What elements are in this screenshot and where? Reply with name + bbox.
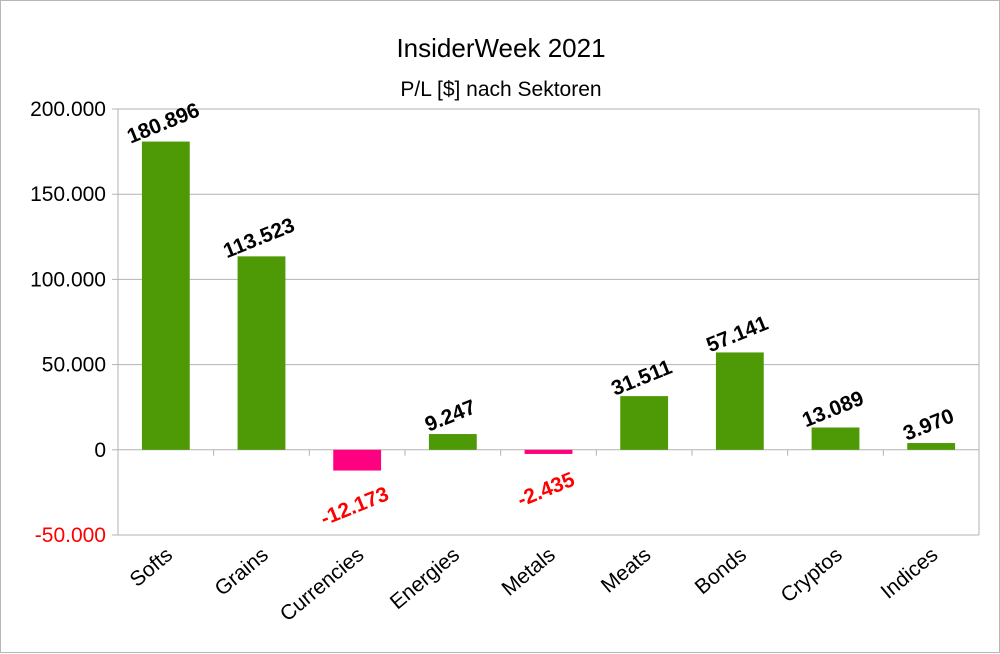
y-tick-label: 150.000 bbox=[30, 183, 106, 206]
bar-bonds bbox=[715, 352, 764, 450]
data-label: 113.523 bbox=[220, 214, 298, 263]
bar-grains bbox=[237, 256, 286, 450]
y-tick-label: -50.000 bbox=[35, 524, 106, 547]
x-category-label: Energies bbox=[386, 543, 464, 614]
x-category-label: Softs bbox=[126, 543, 177, 591]
chart-title: InsiderWeek 2021 bbox=[396, 33, 605, 63]
x-category-label: Currencies bbox=[276, 543, 369, 626]
bar-metals bbox=[524, 449, 573, 454]
data-label: 13.089 bbox=[799, 387, 867, 432]
data-label: 57.141 bbox=[703, 312, 771, 358]
data-label: 31.511 bbox=[608, 355, 675, 400]
data-label: -12.173 bbox=[317, 483, 392, 531]
data-label: 3.970 bbox=[900, 405, 957, 446]
bar-energies bbox=[428, 434, 477, 450]
x-category-label: Metals bbox=[498, 543, 560, 600]
x-category-label: Indices bbox=[877, 543, 943, 603]
data-label: 9.247 bbox=[422, 396, 479, 437]
y-tick-label: 50.000 bbox=[42, 354, 106, 377]
bar-indices bbox=[907, 443, 956, 450]
data-label: -2.435 bbox=[514, 468, 578, 512]
bar-meats bbox=[620, 396, 669, 450]
chart-subtitle: P/L [$] nach Sektoren bbox=[400, 78, 601, 101]
bars bbox=[141, 141, 956, 471]
x-category-label: Bonds bbox=[691, 543, 751, 599]
y-tick-label: 200.000 bbox=[30, 98, 106, 121]
x-category-label: Cryptos bbox=[776, 543, 846, 607]
bar-softs bbox=[141, 141, 190, 450]
y-tick-label: 100.000 bbox=[30, 268, 106, 291]
y-tick-label: 0 bbox=[94, 439, 106, 462]
x-category-label: Meats bbox=[597, 543, 656, 597]
data-label: 180.896 bbox=[124, 99, 203, 149]
x-category-label: Grains bbox=[211, 543, 273, 600]
bar-currencies bbox=[333, 449, 382, 471]
bar-cryptos bbox=[811, 427, 860, 450]
